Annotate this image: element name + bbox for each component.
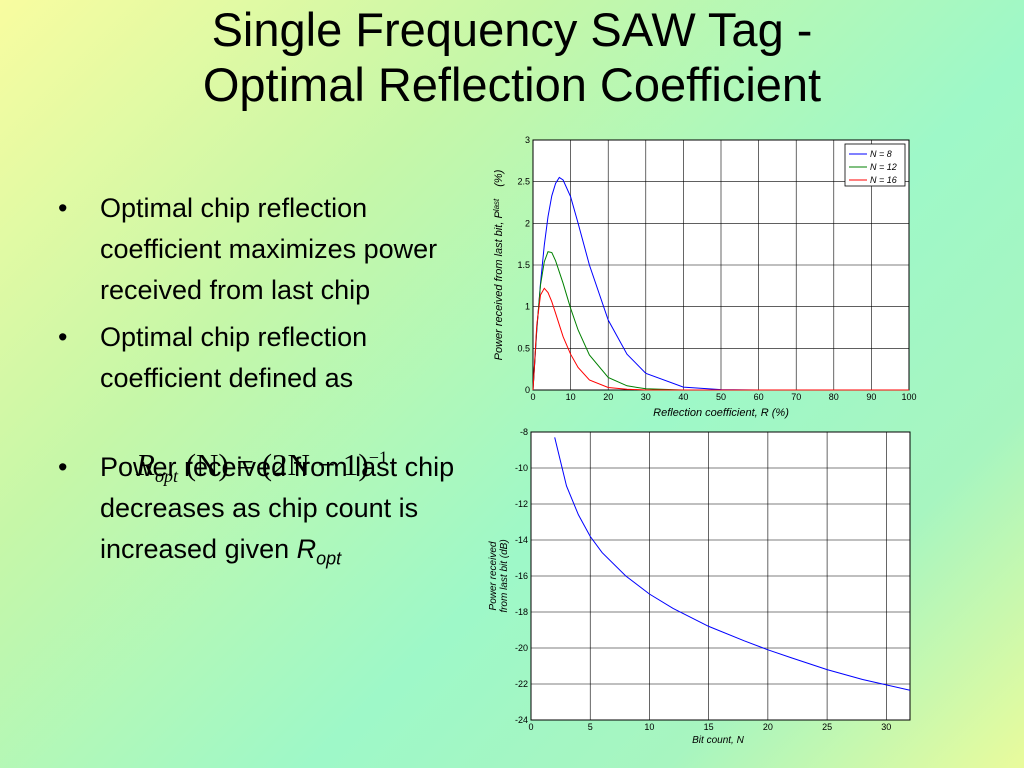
c1-y-tick-label: 2 xyxy=(525,218,530,228)
formula-equals: = xyxy=(236,447,254,482)
bullet-item-3: • Power received from last chip decrease… xyxy=(58,447,488,579)
bullet-text-3: Power received from last chip decreases … xyxy=(100,452,455,564)
c2-y-tick-label: -14 xyxy=(515,535,528,545)
bullet-text-2: Optimal chip reflection coefficient defi… xyxy=(100,322,368,393)
c1-x-tick-label: 70 xyxy=(791,392,801,402)
chart1-x-axis-label: Reflection coefficient, R (%) xyxy=(653,407,789,419)
legend-entry: N = 16 xyxy=(870,175,897,185)
c2-x-tick-label: 20 xyxy=(763,722,773,732)
c1-y-tick-label: 1.5 xyxy=(517,260,530,270)
c1-x-tick-label: 50 xyxy=(716,392,726,402)
c2-series-line-1 xyxy=(554,437,911,691)
c1-y-tick-label: 0.5 xyxy=(517,343,530,353)
c2-y-tick-label: -16 xyxy=(515,571,528,581)
bullet-list: • Optimal chip reflection coefficient ma… xyxy=(58,188,488,585)
formula-lhs-symbol: R xyxy=(136,447,155,482)
bullet-item-1: • Optimal chip reflection coefficient ma… xyxy=(58,188,488,311)
c1-x-tick-label: 80 xyxy=(829,392,839,402)
slide-title: Single Frequency SAW Tag - Optimal Refle… xyxy=(0,2,1024,112)
bullet-text-1: Optimal chip reflection coefficient maxi… xyxy=(100,193,438,305)
c2-x-tick-label: 5 xyxy=(588,722,593,732)
chart2-y-axis-label-line-1: Power received xyxy=(488,541,499,610)
c1-y-tick-label: 1 xyxy=(525,302,530,312)
c1-x-tick-label: 30 xyxy=(641,392,651,402)
title-line-1: Single Frequency SAW Tag - xyxy=(211,3,813,56)
bullet-glyph: • xyxy=(58,193,68,223)
bullet-glyph: • xyxy=(58,452,68,482)
c1-x-tick-label: 0 xyxy=(530,392,535,402)
c2-y-tick-label: -12 xyxy=(515,499,528,509)
formula-rhs-base: (2N − 1) xyxy=(261,447,369,482)
c2-x-tick-label: 30 xyxy=(881,722,891,732)
c2-y-tick-label: -10 xyxy=(515,463,528,473)
title-line-2: Optimal Reflection Coefficient xyxy=(202,58,822,111)
c1-y-tick-label: 2.5 xyxy=(517,177,530,187)
bullet-item-2: • Optimal chip reflection coefficient de… xyxy=(58,317,488,399)
c2-y-tick-label: -20 xyxy=(515,643,528,653)
ropt-symbol: Ropt xyxy=(296,534,342,569)
c2-x-tick-label: 25 xyxy=(822,722,832,732)
c2-x-tick-label: 0 xyxy=(528,722,533,732)
c1-x-tick-label: 10 xyxy=(566,392,576,402)
c1-x-tick-label: 20 xyxy=(603,392,613,402)
legend-entry: N = 12 xyxy=(870,162,897,172)
c2-y-tick-label: -8 xyxy=(520,427,528,437)
c2-x-tick-label: 10 xyxy=(644,722,654,732)
c2-y-tick-label: -18 xyxy=(515,607,528,617)
chart1-y-axis-label: Power received from last bit, Plast(%) xyxy=(492,169,505,360)
formula-rhs-exponent: −1 xyxy=(368,447,388,468)
c1-x-tick-label: 60 xyxy=(754,392,764,402)
legend-entry: N = 8 xyxy=(870,149,892,159)
c1-y-tick-label: 3 xyxy=(525,135,530,145)
c2-y-tick-label: -22 xyxy=(515,679,528,689)
chart2-y-axis-label-line-2: from last bit (dB) xyxy=(499,539,510,612)
c1-x-tick-label: 90 xyxy=(866,392,876,402)
c1-series-line-3 xyxy=(532,287,909,391)
bitcount-power-chart: 0 5 10 15 20 25 30 -8 -10 -12 -14 -16 -18 -20 -22 -24 B… xyxy=(488,427,911,746)
legend-box xyxy=(844,143,906,187)
c1-x-tick-label: 100 xyxy=(901,392,916,402)
c2-y-tick-label: -24 xyxy=(515,715,528,725)
reflection-power-chart: 0 10 20 30 40 50 60 70 80 90 100 0 0.5 1 1.5 2 2.5 3 N = … xyxy=(492,135,917,419)
formula-lhs-arg: (N) xyxy=(185,447,229,482)
c1-x-tick-label: 40 xyxy=(678,392,688,402)
chart1-legend: N = 8 N = 12 N = 16 xyxy=(844,143,906,187)
c2-x-tick-label: 15 xyxy=(704,722,714,732)
bullet-glyph: • xyxy=(58,322,68,352)
formula-lhs-subscript: opt xyxy=(154,466,178,487)
c1-y-tick-label: 0 xyxy=(525,385,530,395)
ropt-formula: Ropt (N) = (2N − 1)−1 xyxy=(136,447,388,487)
chart2-x-axis-label: Bit count, N xyxy=(692,735,744,746)
